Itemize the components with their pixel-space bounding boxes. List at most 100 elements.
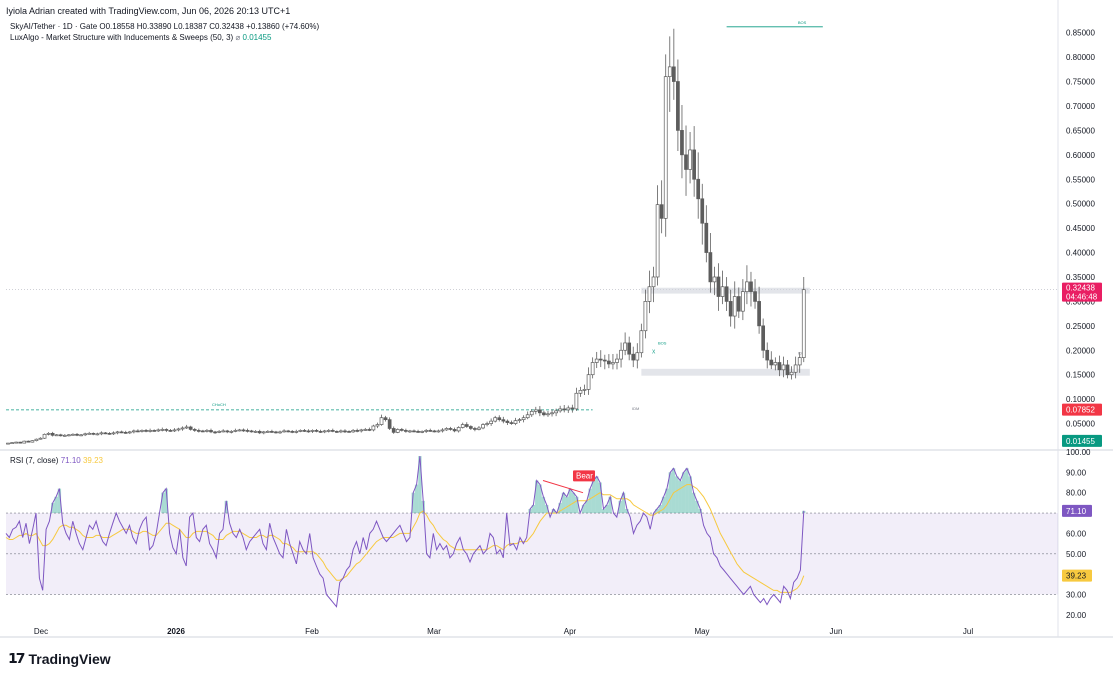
candle-body [749, 281, 753, 292]
candle-body [663, 76, 668, 219]
candle-body [201, 430, 205, 433]
candle-body [261, 431, 266, 434]
candle-body [111, 432, 116, 435]
rsi-value: 71.10 [60, 456, 81, 465]
candle-body [164, 429, 169, 431]
candle-body [192, 429, 197, 431]
candle-body [505, 420, 510, 423]
candle-body [489, 420, 493, 424]
candle-body [144, 430, 148, 432]
candle-body [294, 431, 299, 433]
candle-body [615, 358, 619, 363]
rsi-name[interactable]: RSI (7, close) [10, 456, 59, 465]
indicator-name[interactable]: LuxAlgo - Market Structure with Induceme… [10, 33, 234, 42]
price-tick-label: 0.85000 [1066, 29, 1095, 38]
candle-body [265, 431, 270, 433]
candle-body [322, 430, 327, 433]
candle-body [720, 286, 725, 297]
price-tick-label: 0.70000 [1066, 102, 1095, 111]
candle-body [481, 424, 485, 429]
candle-body [205, 430, 209, 432]
candle-body [42, 433, 47, 439]
rsi-line [5, 456, 805, 608]
rsi-tick-label: 30.00 [1066, 590, 1087, 599]
candle-body [209, 430, 213, 433]
time-tick-label: May [694, 627, 709, 636]
candle-body [643, 301, 648, 332]
indicator-value: 0.01455 [242, 33, 272, 42]
candle-body [623, 342, 627, 351]
symbol-name[interactable]: SkyAI/Tether · 1D · Gate [10, 22, 98, 31]
candle-body [546, 413, 550, 416]
rsi-tick-label: 80.00 [1066, 489, 1087, 498]
candle-body [225, 430, 230, 433]
candle-body [667, 66, 672, 77]
candle-body [270, 431, 274, 433]
candle-body [578, 389, 583, 394]
rsi-value-tag: 71.10 [1066, 507, 1087, 516]
candle-body [87, 432, 92, 435]
candle-body [347, 431, 351, 433]
candle-body [343, 430, 347, 433]
price-tick-label: 0.80000 [1066, 53, 1095, 62]
candle-body [692, 149, 696, 180]
candle-body [460, 424, 465, 428]
candle-body [286, 430, 290, 433]
rsi-tick-label: 90.00 [1066, 468, 1087, 477]
candle-body [196, 430, 201, 432]
candle-body [160, 429, 165, 431]
candle-body [631, 353, 636, 361]
candle-body [659, 204, 664, 219]
candle-body [249, 430, 254, 433]
candle-body [14, 441, 18, 444]
candle-body [127, 431, 132, 434]
candle-body [745, 281, 749, 292]
liquidity-zone [641, 368, 810, 376]
indicator-legend: LuxAlgo - Market Structure with Induceme… [10, 33, 271, 42]
indicator-level-tag: 0.01455 [1066, 437, 1095, 446]
bos-label-2: BOS [658, 340, 667, 345]
candle-body [314, 430, 319, 432]
rsi-value-tag-bg [1062, 504, 1092, 517]
candle-body [639, 330, 644, 354]
candle-body [188, 426, 193, 430]
candle-body [136, 430, 140, 433]
candle-body [647, 286, 652, 302]
choch-label: CHoCH [212, 402, 226, 407]
candle-body [712, 276, 717, 283]
rsi-tick-label: 50.00 [1066, 550, 1087, 559]
candle-body [26, 440, 31, 443]
candle-body [10, 442, 14, 444]
candle-body [404, 430, 408, 432]
candle-body [156, 429, 161, 432]
candle-body [58, 434, 63, 437]
candle-body [761, 325, 766, 351]
candle-body [278, 431, 282, 434]
candle-body [416, 431, 420, 433]
candle-body [335, 431, 339, 433]
candle-body [274, 431, 278, 434]
candle-body [602, 359, 607, 362]
time-tick-label: Jun [830, 627, 843, 636]
candle-body [558, 408, 563, 412]
bear-label-bg [573, 470, 595, 482]
candle-body [485, 423, 489, 425]
candle-body [436, 430, 441, 433]
candle-body [367, 429, 372, 431]
eye-off-icon[interactable]: ⌀ [235, 33, 241, 42]
candle-body [213, 431, 217, 434]
candle-body [306, 430, 311, 433]
candle-body [140, 430, 144, 432]
candle-body [797, 357, 802, 366]
candle-body [359, 429, 364, 432]
candle-body [562, 408, 567, 411]
time-tick-label: Mar [427, 627, 441, 636]
candle-body [355, 430, 360, 432]
tradingview-logo: 𝟭𝟳 TradingView [8, 650, 111, 667]
candle-body [493, 417, 498, 422]
candle-body [119, 431, 124, 434]
rsi-ma-tag-bg [1062, 569, 1092, 582]
candle-body [680, 130, 684, 156]
candle-body [728, 301, 733, 317]
